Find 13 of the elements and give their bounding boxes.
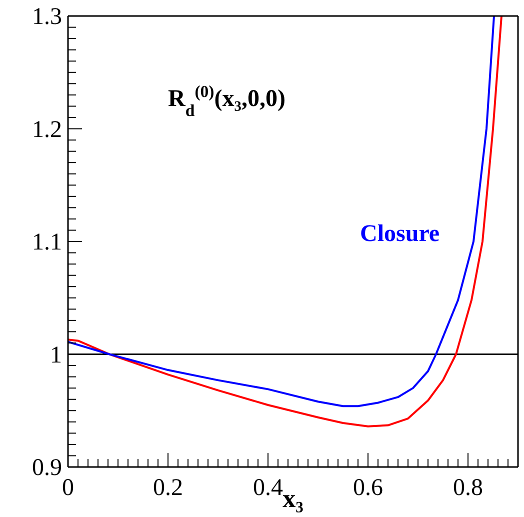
y-tick-label: 1.2 — [32, 116, 62, 143]
x-tick-label: 0 — [62, 475, 74, 501]
x-tick-label: 0.8 — [453, 475, 483, 501]
y-tick-label: 0.9 — [32, 455, 62, 481]
x-tick-label: 0.4 — [253, 475, 283, 501]
y-tick-label: 1.1 — [32, 230, 62, 256]
x-axis-title: x₃ — [282, 484, 304, 513]
series-label: Closure — [360, 221, 440, 247]
y-tick-label: 1.3 — [32, 4, 62, 30]
x-tick-label: 0.2 — [153, 475, 183, 501]
x-tick-label: 0.6 — [353, 475, 383, 501]
annotation: R$_{d}$$^{(0)}$(x₃,0,0) — [168, 82, 286, 120]
y-tick-label: 1 — [50, 342, 62, 368]
